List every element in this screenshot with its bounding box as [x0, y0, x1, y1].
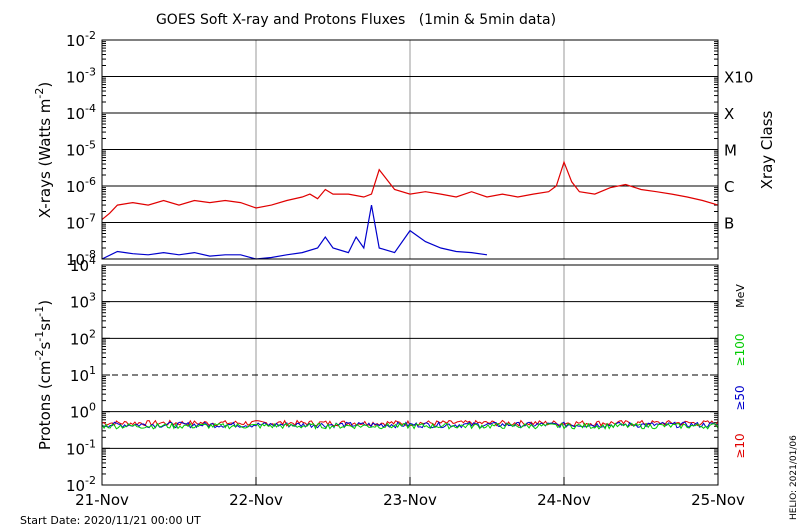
x-tick-label: 25-Nov	[691, 491, 745, 509]
start-date: Start Date: 2020/11/21 00:00 UT	[20, 514, 201, 527]
x-tick-label: 23-Nov	[383, 491, 437, 509]
proton-series-p100	[101, 422, 719, 430]
xray-y-axis-label: X-rays (Watts m-2)	[33, 82, 54, 218]
proton-legend-item: ≥10	[733, 433, 747, 458]
xray-class-label: X10	[724, 69, 753, 87]
xray-y-tick-label: 10-3	[66, 66, 96, 87]
xray-y-tick-label: 10-4	[66, 102, 96, 123]
xray-y-tick-label: 10-7	[66, 212, 96, 233]
xray-series-long	[101, 160, 719, 221]
proton-legend-item: ≥100	[733, 334, 747, 367]
proton-y-tick-label: 104	[70, 254, 96, 275]
proton-y-tick-label: 103	[70, 291, 96, 312]
xray-y-tick-label: 10-5	[66, 139, 96, 160]
helio-credit: HELIO: 2021/01/06	[789, 435, 799, 520]
proton-panel: 104 103 102 101 100 10-1 10-221-Nov 22-Nov 23-No…	[33, 254, 747, 509]
proton-y-tick-label: 10-2	[66, 474, 96, 495]
xray-class-label: X	[724, 105, 734, 123]
xray-class-label: B	[724, 215, 734, 233]
proton-y-tick-label: 10-1	[66, 437, 96, 458]
xray-y-tick-label: 10-6	[66, 175, 96, 196]
xray-class-label: M	[724, 142, 737, 160]
xray-y-tick-label: 10-8	[66, 248, 96, 269]
xray-panel: 10-2 10-3 10-4 10-5 10-6 10-7 10-8 X10 X MC B Xray …	[33, 29, 776, 269]
proton-legend-item: ≥50	[733, 385, 747, 410]
x-tick-label: 24-Nov	[537, 491, 591, 509]
xray-right-axis-label: Xray Class	[758, 110, 776, 189]
chart-title: GOES Soft X-ray and Protons Fluxes (1min…	[156, 12, 556, 28]
xray-series-short	[101, 204, 488, 260]
proton-y-tick-label: 102	[70, 327, 96, 348]
proton-y-axis-label: Protons (cm-2s-1sr-1)	[33, 300, 54, 450]
xray-class-label: C	[724, 178, 734, 196]
x-tick-label: 21-Nov	[75, 491, 129, 509]
proton-y-tick-label: 101	[70, 364, 96, 385]
xray-frame	[101, 39, 719, 260]
proton-y-tick-label: 100	[70, 401, 96, 422]
xray-y-tick-label: 10-2	[66, 29, 96, 50]
x-tick-label: 22-Nov	[229, 491, 283, 509]
proton-unit-label: MeV	[734, 284, 747, 308]
